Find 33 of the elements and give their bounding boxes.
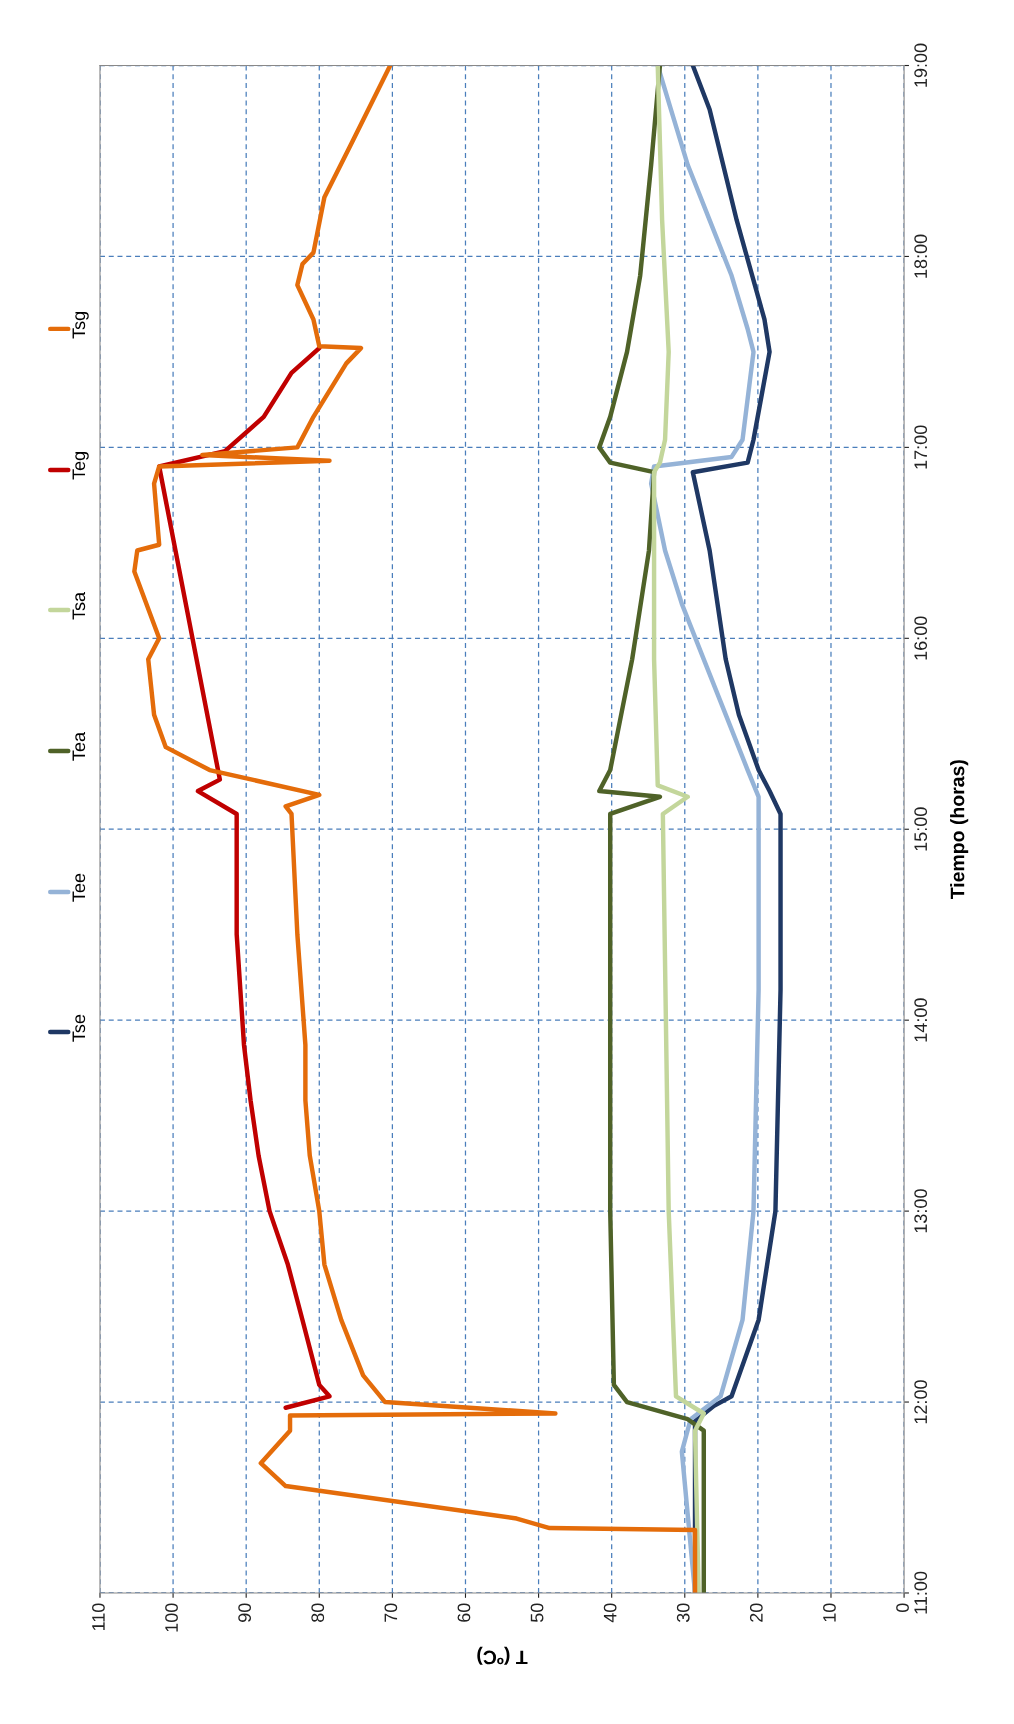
y-tick-label: 17:00: [914, 425, 928, 469]
x-tick-label: 110: [92, 1603, 105, 1631]
x-tick-label: 70: [384, 1603, 398, 1622]
x-tick-label: 10: [823, 1603, 836, 1622]
y-tick-label: 18:00: [914, 234, 928, 278]
x-tick-label: 20: [749, 1603, 763, 1622]
x-tick-label: 30: [676, 1603, 690, 1623]
y-axis-title: Tiempo (horas): [950, 760, 969, 900]
y-tick-label: 14:00: [914, 998, 928, 1042]
legend-label: Tsg: [72, 312, 89, 339]
y-tick-label: 12:00: [914, 1380, 928, 1424]
legend-label: Tee: [72, 873, 86, 902]
y-tick-label: 19:00: [914, 43, 928, 87]
legend-label: Tea: [72, 731, 86, 761]
y-tick-label: 16:00: [914, 616, 928, 660]
legend-label: Tse: [72, 1014, 86, 1042]
x-tick-label: 50: [530, 1603, 544, 1623]
legend-label: Teg: [72, 452, 89, 480]
line-series: [156, 345, 332, 1410]
x-tick-label: 80: [311, 1603, 325, 1622]
line-series: [132, 65, 698, 1593]
y-tick-label: 13:00: [914, 1189, 928, 1233]
legend-label: Tsa: [72, 591, 86, 620]
x-tick-label: 90: [238, 1603, 252, 1622]
x-tick-label: 40: [603, 1603, 617, 1623]
x-tick-label: 60: [457, 1603, 471, 1622]
x-tick-label: 100: [165, 1603, 178, 1632]
line-series: [651, 65, 707, 1593]
line-series: [597, 65, 707, 1593]
y-tick-label: 11:00: [914, 1571, 928, 1614]
y-tick-label: 15:00: [914, 807, 928, 851]
x-axis-title: T (ºC): [477, 1646, 528, 1665]
x-tick-label: 0: [896, 1603, 909, 1613]
